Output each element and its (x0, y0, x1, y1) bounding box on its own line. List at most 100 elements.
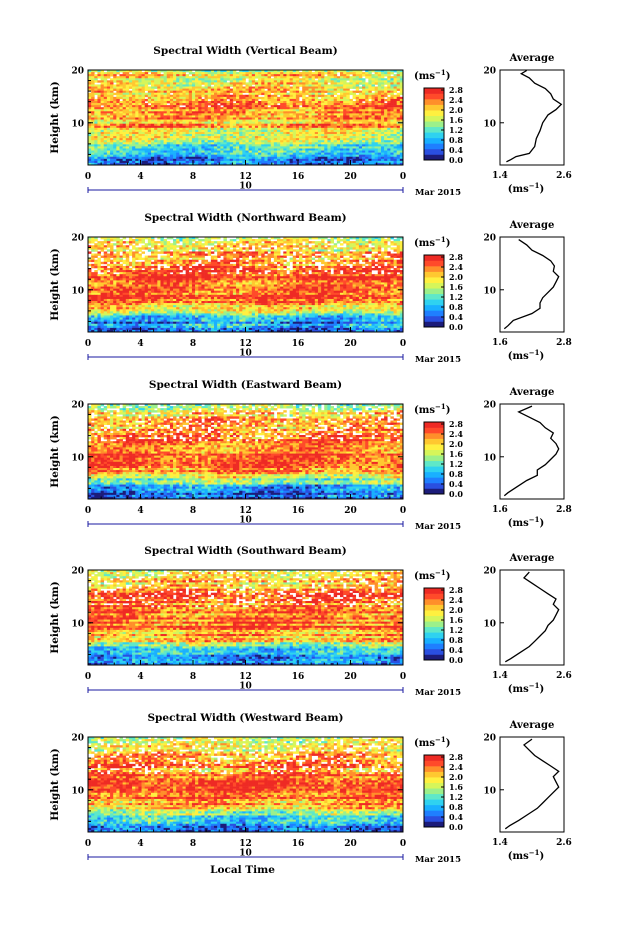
heatmap-cell (358, 136, 363, 139)
heatmap-cell (355, 160, 360, 164)
heatmap-cell (232, 119, 237, 122)
heatmap-cell (106, 109, 111, 112)
heatmap-cell (393, 243, 397, 246)
heatmap-cell (368, 158, 372, 162)
heatmap-cell (352, 111, 357, 114)
heatmap-cell (254, 158, 259, 162)
heatmap-cell (270, 148, 275, 151)
heatmap-cell (330, 109, 334, 112)
heatmap-cell (239, 119, 243, 122)
heatmap-cell (106, 70, 111, 73)
heatmap-cell (299, 131, 303, 135)
heatmap-cell (88, 72, 92, 75)
heatmap-cell (128, 127, 133, 131)
heatmap-cell (135, 121, 139, 124)
heatmap-cell (198, 94, 202, 98)
heatmap-cell (251, 98, 256, 102)
heatmap-cell (352, 148, 357, 151)
heatmap-cell (384, 115, 388, 118)
heatmap-cell (135, 160, 139, 164)
heatmap-cell (374, 154, 379, 158)
heatmap-cell (340, 152, 344, 155)
heatmap-cell (207, 162, 212, 166)
heatmap-cell (393, 117, 397, 120)
heatmap-cell (195, 144, 199, 147)
heatmap-cell (280, 129, 284, 133)
heatmap-cell (176, 107, 180, 110)
heatmap-cell (229, 245, 234, 248)
heatmap-cell (188, 119, 193, 122)
heatmap-cell (132, 117, 136, 120)
heatmap-cell (299, 140, 303, 143)
heatmap-cell (365, 86, 369, 89)
heatmap-cell (119, 156, 123, 160)
heatmap-cell (191, 92, 196, 96)
heatmap-cell (144, 146, 149, 149)
heatmap-cell (88, 94, 92, 98)
heatmap-cell (277, 162, 281, 166)
heatmap-cell (358, 80, 363, 83)
heatmap-cell (336, 88, 341, 91)
heatmap-cell (195, 131, 199, 135)
heatmap-cell (185, 100, 190, 104)
heatmap-cell (100, 78, 105, 81)
heatmap-cell (248, 123, 253, 127)
heatmap-cell (113, 92, 117, 96)
heatmap-cell (368, 80, 372, 83)
heatmap-cell (116, 72, 120, 75)
heatmap-cell (277, 98, 281, 102)
heatmap-cell (380, 72, 385, 75)
heatmap-cell (201, 138, 205, 141)
heatmap-cell (308, 90, 312, 94)
heatmap-cell (365, 245, 369, 248)
heatmap-cell (151, 150, 155, 153)
heatmap-cell (188, 84, 193, 87)
heatmap-cell (135, 86, 139, 89)
heatmap-cell (380, 88, 385, 91)
heatmap-cell (355, 72, 360, 75)
heatmap-cell (198, 134, 202, 137)
heatmap-cell (258, 100, 262, 104)
heatmap-cell (163, 84, 168, 87)
heatmap-cell (254, 92, 259, 96)
heatmap-cell (217, 100, 221, 104)
heatmap-cell (132, 136, 136, 139)
heatmap-cell (214, 123, 218, 127)
heatmap-cell (122, 152, 127, 155)
heatmap-cell (377, 78, 382, 81)
heatmap-cell (239, 109, 243, 112)
heatmap-cell (223, 96, 227, 100)
heatmap-cell (355, 82, 360, 85)
heatmap-cell (277, 237, 281, 240)
heatmap-cell (258, 121, 262, 124)
heatmap-cell (100, 70, 105, 73)
heatmap-cell (135, 103, 139, 106)
heatmap-cell (343, 129, 347, 133)
heatmap-cell (371, 92, 375, 96)
heatmap-cell (110, 134, 114, 137)
heatmap-cell (254, 70, 259, 73)
heatmap-cell (232, 88, 237, 91)
heatmap-cell (317, 154, 322, 158)
heatmap-cell (267, 239, 271, 242)
heatmap-cell (384, 138, 388, 141)
heatmap-cell (106, 76, 111, 79)
heatmap-cell (154, 154, 158, 158)
heatmap-cell (248, 144, 253, 147)
heatmap-cell (273, 142, 278, 145)
heatmap-cell (384, 239, 388, 242)
heatmap-cell (188, 127, 193, 131)
heatmap-cell (229, 117, 234, 120)
heatmap-cell (336, 160, 341, 164)
heatmap-cell (308, 162, 312, 166)
heatmap-cell (358, 152, 363, 155)
heatmap-cell (179, 150, 183, 153)
heatmap-cell (207, 72, 212, 75)
heatmap-cell (267, 136, 271, 139)
heatmap-cell (248, 78, 253, 81)
heatmap-cell (299, 100, 303, 104)
heatmap-cell (151, 152, 155, 155)
heatmap-cell (292, 103, 297, 106)
heatmap-cell (135, 158, 139, 162)
heatmap-cell (340, 119, 344, 122)
